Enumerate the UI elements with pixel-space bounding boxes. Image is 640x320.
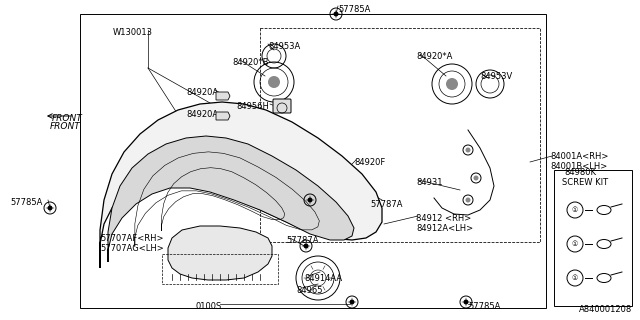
Circle shape	[474, 175, 479, 180]
Text: 84920F: 84920F	[354, 158, 385, 167]
Polygon shape	[216, 92, 230, 100]
Text: 57787A: 57787A	[370, 200, 403, 209]
Text: ①: ①	[572, 207, 578, 213]
Circle shape	[268, 76, 280, 88]
Text: 57707AG<LH>: 57707AG<LH>	[100, 244, 164, 253]
Polygon shape	[168, 226, 272, 280]
Text: 84912A<LH>: 84912A<LH>	[416, 224, 473, 233]
Polygon shape	[108, 136, 354, 262]
Bar	[162, 254, 278, 284]
Text: W130013: W130013	[113, 28, 153, 37]
Text: 84980K: 84980K	[564, 168, 596, 177]
Circle shape	[465, 197, 470, 203]
Text: 84953V: 84953V	[480, 72, 512, 81]
Text: A840001208: A840001208	[579, 305, 632, 314]
Text: 57707AF<RH>: 57707AF<RH>	[100, 234, 163, 243]
Polygon shape	[216, 112, 230, 120]
Text: 84920*A: 84920*A	[416, 52, 452, 61]
Circle shape	[465, 148, 470, 153]
Text: ①: ①	[572, 241, 578, 247]
Text: 84914AA: 84914AA	[304, 274, 342, 283]
Text: FRONT: FRONT	[50, 122, 81, 131]
Text: 84920A: 84920A	[186, 110, 218, 119]
FancyBboxPatch shape	[273, 99, 291, 113]
Text: 84931: 84931	[416, 178, 442, 187]
Text: 84953A: 84953A	[268, 42, 300, 51]
Text: 84912 <RH>: 84912 <RH>	[416, 214, 471, 223]
Circle shape	[333, 12, 339, 17]
Text: 57785A: 57785A	[468, 302, 500, 311]
Circle shape	[47, 205, 52, 211]
Text: 84001B<LH>: 84001B<LH>	[550, 162, 607, 171]
Bar	[80, 14, 546, 308]
Text: 84965: 84965	[296, 286, 323, 295]
Circle shape	[307, 197, 312, 203]
Circle shape	[349, 300, 355, 305]
Text: 84956H: 84956H	[236, 102, 269, 111]
Text: 57787A: 57787A	[286, 236, 319, 245]
Circle shape	[463, 300, 468, 305]
Circle shape	[303, 244, 308, 249]
Text: 57785A: 57785A	[10, 198, 42, 207]
Text: 84001A<RH>: 84001A<RH>	[550, 152, 609, 161]
Text: SCREW KIT: SCREW KIT	[562, 178, 608, 187]
Text: ①: ①	[572, 275, 578, 281]
Text: 84920*B: 84920*B	[232, 58, 269, 67]
Bar	[554, 170, 632, 306]
Text: FRONT: FRONT	[52, 114, 83, 123]
Text: 57785A: 57785A	[338, 5, 371, 14]
Circle shape	[446, 78, 458, 90]
Polygon shape	[100, 102, 382, 268]
Text: 0100S: 0100S	[196, 302, 222, 311]
Text: 84920A: 84920A	[186, 88, 218, 97]
Bar	[260, 28, 540, 242]
